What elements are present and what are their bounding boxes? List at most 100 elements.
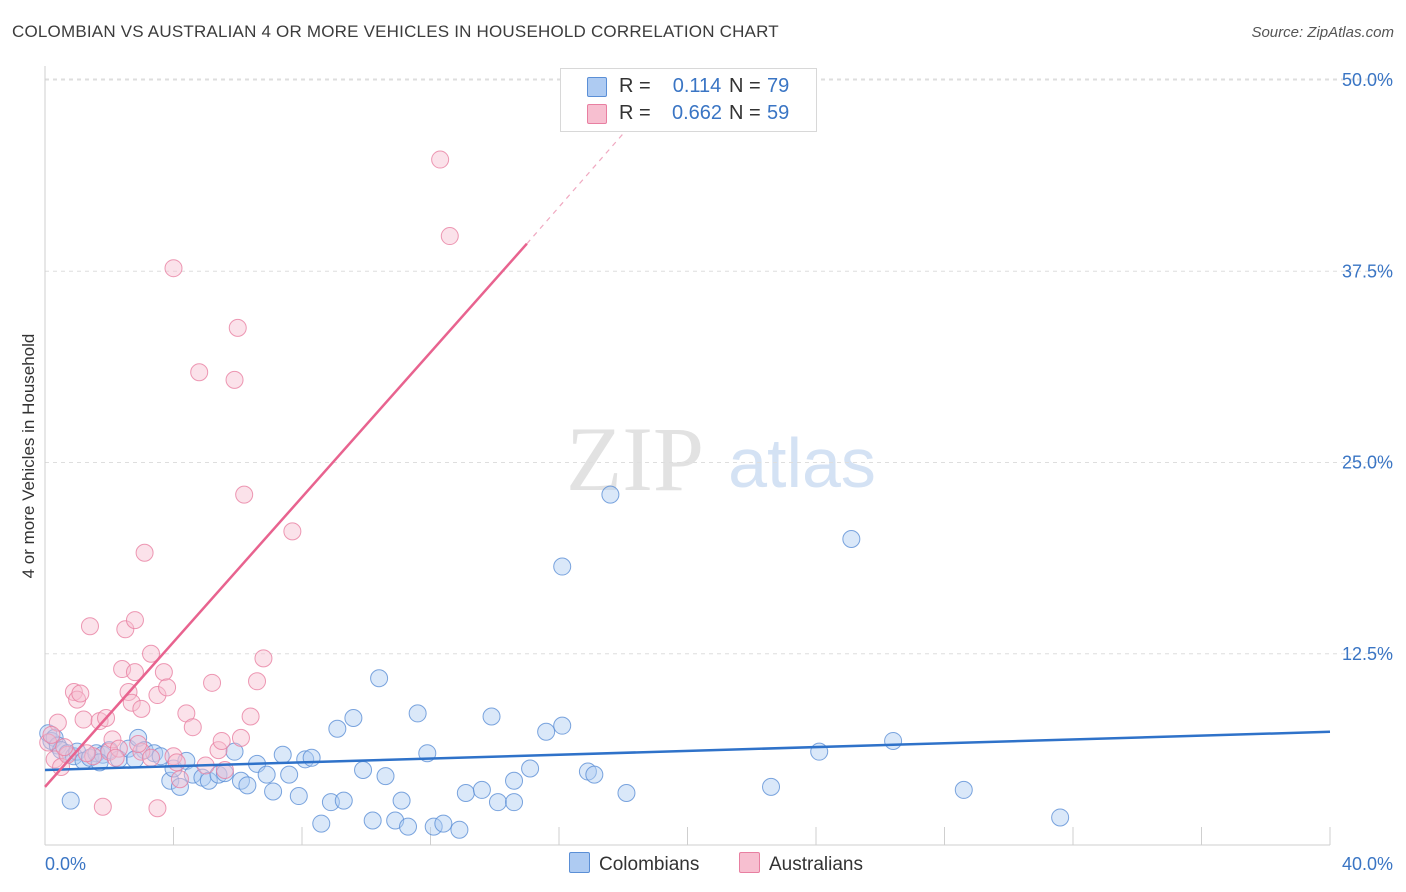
data-point-colombian — [354, 761, 373, 780]
data-point-australian — [80, 617, 99, 636]
watermark-zip: ZIP — [566, 408, 704, 510]
data-point-australian — [135, 543, 154, 562]
data-point-australian — [74, 710, 93, 729]
data-point-australian — [148, 686, 167, 705]
data-point-colombian — [151, 747, 170, 766]
series-colombians — [39, 485, 1070, 839]
data-point-australian — [154, 663, 173, 682]
legend-swatch-australians — [587, 104, 607, 124]
data-point-colombian — [334, 791, 353, 810]
data-point-australian — [183, 718, 202, 737]
data-point-colombian — [289, 787, 308, 806]
data-point-colombian — [302, 748, 321, 767]
x-tick-label-min: 0.0% — [45, 854, 86, 874]
legend-n-label: N = — [729, 75, 761, 97]
legend-r-value: 0.114 — [672, 75, 722, 97]
chart-title: COLOMBIAN VS AUSTRALIAN 4 OR MORE VEHICL… — [12, 22, 779, 41]
data-point-australian — [283, 522, 302, 541]
trend-lines — [44, 133, 1331, 788]
data-point-colombian — [884, 731, 903, 750]
data-point-australian — [71, 684, 90, 703]
chart-source: Source: ZipAtlas.com — [1251, 24, 1394, 41]
data-point-colombian — [328, 719, 347, 738]
legend-r-label: R = — [619, 75, 651, 97]
data-point-australian — [55, 738, 74, 757]
data-point-colombian — [762, 777, 781, 796]
data-point-colombian — [370, 669, 389, 688]
data-point-australian — [106, 748, 125, 767]
bottom-legend-swatch-australians — [739, 852, 760, 873]
y-tick-label: 50.0% — [1342, 70, 1393, 90]
data-point-colombian — [472, 780, 491, 799]
data-point-australian — [77, 744, 96, 763]
data-point-australian — [142, 644, 161, 663]
data-point-australian — [125, 663, 144, 682]
data-point-colombian — [456, 783, 475, 802]
data-point-australian — [225, 370, 244, 389]
data-point-colombian — [537, 722, 556, 741]
data-point-colombian — [521, 759, 540, 778]
trend-line-colombians — [44, 730, 1331, 772]
data-point-colombian — [363, 811, 382, 830]
data-point-australian — [164, 259, 183, 278]
data-point-australian — [248, 672, 267, 691]
y-tick-label: 12.5% — [1342, 644, 1393, 664]
data-point-australian — [42, 725, 61, 744]
legend-n-value: 59 — [767, 102, 790, 124]
data-point-australian — [231, 728, 250, 747]
data-point-colombian — [505, 771, 524, 790]
bottom-legend-label-australians: Australians — [769, 854, 863, 875]
data-point-australian — [129, 735, 148, 754]
data-point-colombian — [553, 557, 572, 576]
data-point-colombian — [61, 791, 80, 810]
data-point-colombian — [264, 782, 283, 801]
data-point-colombian — [257, 765, 276, 784]
data-point-australian — [148, 799, 167, 818]
data-point-colombian — [321, 793, 340, 812]
bottom-legend-australians: Australians — [739, 852, 863, 876]
y-tick-label: 37.5% — [1342, 261, 1393, 281]
bottom-legend-label-colombians: Colombians — [599, 854, 700, 875]
data-point-australian — [122, 693, 141, 712]
data-point-australian — [167, 753, 186, 772]
data-point-colombian — [273, 745, 292, 764]
x-tick-label-max: 40.0% — [1342, 854, 1393, 874]
data-point-australian — [158, 678, 177, 697]
data-point-colombian — [488, 793, 507, 812]
data-point-australian — [132, 699, 151, 718]
data-point-colombian — [231, 771, 250, 790]
data-point-colombian — [954, 780, 973, 799]
data-point-colombian — [344, 709, 363, 728]
data-point-australian — [170, 770, 189, 789]
data-point-colombian — [617, 783, 636, 802]
data-point-colombian — [408, 704, 427, 723]
data-point-colombian — [842, 530, 861, 548]
data-point-australian — [431, 150, 450, 169]
grid-lines — [45, 78, 1392, 655]
data-point-colombian — [482, 707, 501, 726]
data-point-colombian — [376, 767, 395, 786]
data-point-colombian — [450, 820, 469, 839]
correlation-legend: R = 0.114 N = 79 R = 0.662 N = 59 — [560, 68, 817, 132]
data-point-australian — [241, 707, 260, 726]
data-point-australian — [235, 485, 254, 504]
data-point-australian — [116, 620, 135, 639]
data-point-australian — [190, 363, 209, 382]
legend-r-label: R = — [619, 102, 651, 124]
trend-line-australians-extension — [526, 133, 624, 245]
data-point-australian — [212, 731, 231, 750]
legend-r-value: 0.662 — [671, 102, 723, 124]
data-point-colombian — [585, 765, 604, 784]
legend-n-value: 79 — [767, 75, 790, 97]
data-point-colombian — [1051, 808, 1070, 827]
data-point-colombian — [601, 485, 620, 504]
data-point-australian — [103, 730, 122, 749]
data-point-colombian — [312, 814, 331, 833]
data-point-colombian — [209, 765, 228, 784]
data-point-colombian — [170, 777, 189, 796]
data-point-australian — [93, 797, 112, 816]
data-point-australian — [440, 227, 459, 246]
data-point-colombian — [199, 771, 218, 790]
data-point-colombian — [434, 814, 453, 833]
